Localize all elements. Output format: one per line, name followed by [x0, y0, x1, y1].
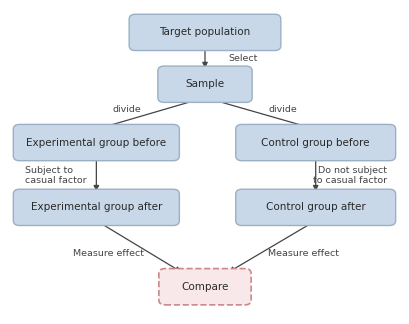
FancyBboxPatch shape — [159, 269, 250, 305]
Text: Subject to
casual factor: Subject to casual factor — [25, 166, 86, 185]
Text: Compare: Compare — [181, 282, 228, 292]
FancyBboxPatch shape — [13, 189, 179, 226]
FancyBboxPatch shape — [235, 189, 395, 226]
FancyBboxPatch shape — [235, 124, 395, 161]
Text: Experimental group before: Experimental group before — [26, 138, 166, 147]
Text: divide: divide — [112, 105, 141, 114]
FancyBboxPatch shape — [13, 124, 179, 161]
Text: Target population: Target population — [159, 28, 250, 37]
FancyBboxPatch shape — [157, 66, 252, 102]
Text: Sample: Sample — [185, 79, 224, 89]
Text: Control group after: Control group after — [265, 202, 365, 212]
Text: divide: divide — [268, 105, 297, 114]
Text: Do not subject
to casual factor: Do not subject to casual factor — [312, 166, 387, 185]
Text: Measure effect: Measure effect — [73, 249, 144, 258]
FancyBboxPatch shape — [129, 14, 280, 51]
Text: Select: Select — [227, 54, 257, 63]
Text: Experimental group after: Experimental group after — [31, 202, 162, 212]
Text: Control group before: Control group before — [261, 138, 369, 147]
Text: Measure effect: Measure effect — [267, 249, 338, 258]
